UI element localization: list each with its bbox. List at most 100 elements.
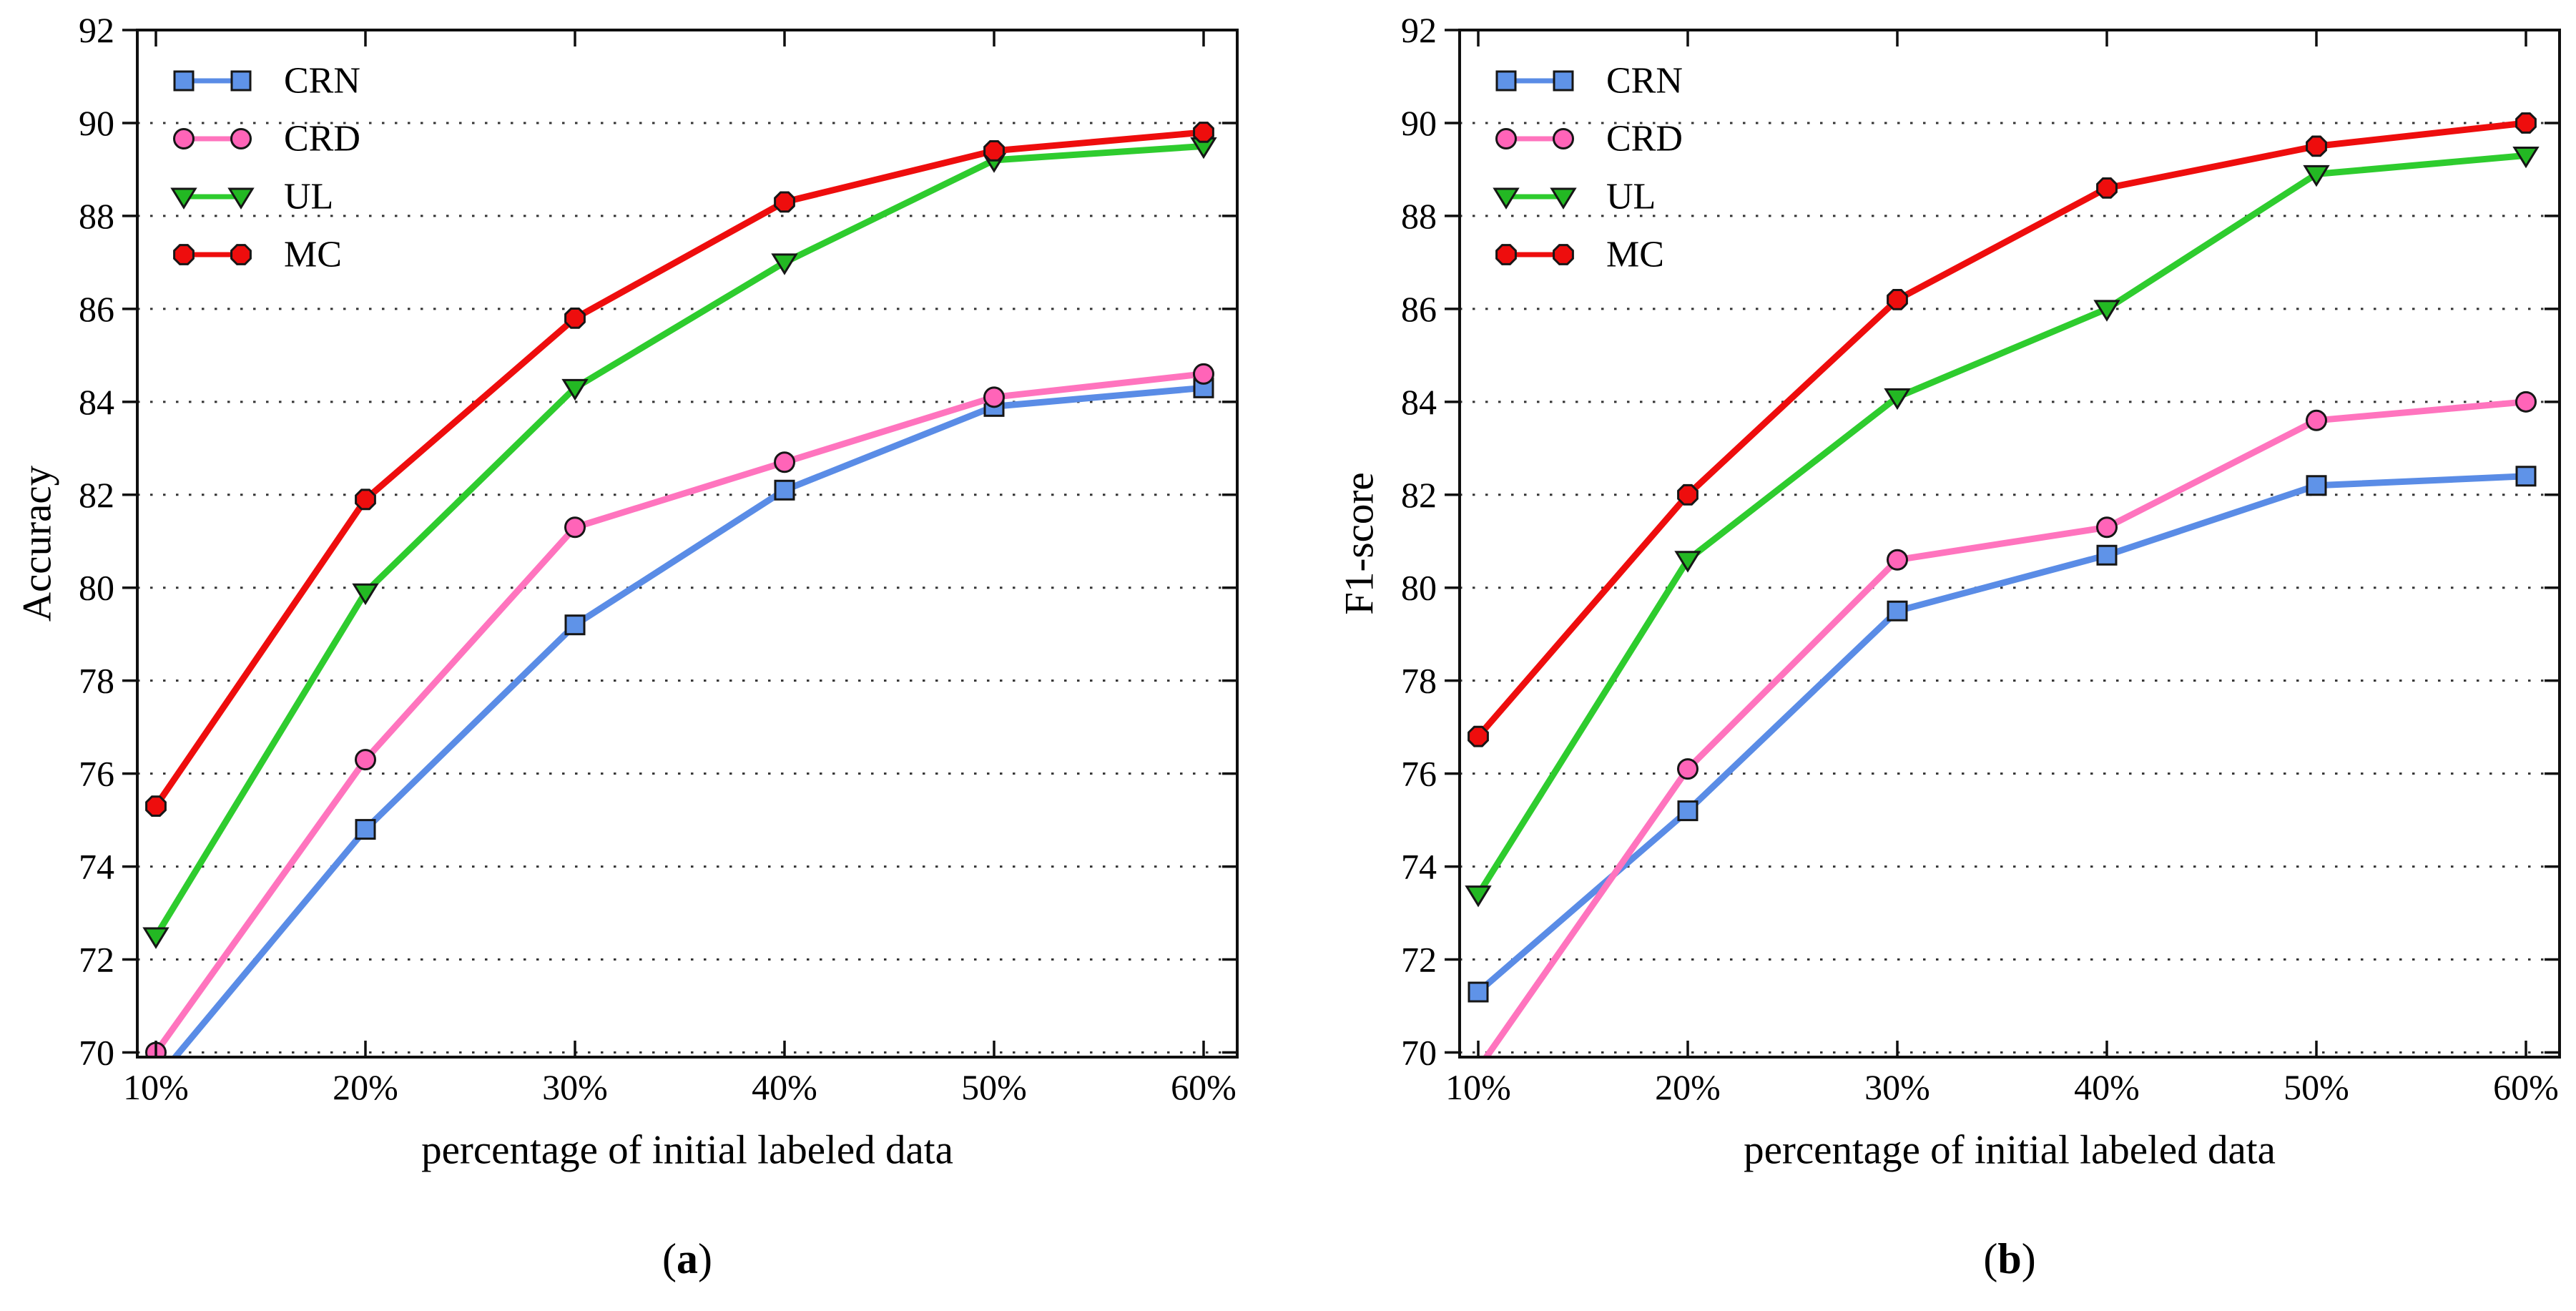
legend-marker-CRN-right	[230, 70, 252, 92]
y-tick-label-78: 78	[79, 661, 114, 701]
series-UL-line	[1475, 152, 2530, 898]
series-UL-marker-30%	[1884, 388, 1911, 411]
legend-marker-MC-right	[1553, 244, 1574, 265]
panel-b-ticks	[1445, 29, 2560, 1056]
legend-marker-MC-right	[230, 244, 252, 265]
ylabel-b: F1-score	[1337, 472, 1382, 614]
series-CRD-marker-60%	[1193, 363, 1214, 385]
x-tick-label-20%: 20%	[1655, 1067, 1721, 1107]
caption-b-close: )	[2021, 1235, 2036, 1282]
panel-a-legend: CRN CRD UL MC	[170, 61, 360, 275]
y-tick-label-84: 84	[79, 382, 114, 422]
legend-label-MC: MC	[1606, 235, 1664, 275]
y-tick-label-70: 70	[79, 1033, 114, 1073]
y-tick-label-90: 90	[1401, 103, 1437, 143]
x-tick-label-60%: 60%	[2493, 1067, 2559, 1107]
series-MC-marker-40%	[2096, 177, 2118, 199]
panel-a-series	[142, 122, 1217, 1057]
series-CRD-line	[152, 370, 1207, 1056]
series-MC-marker-40%	[774, 191, 795, 213]
series-UL-marker-40%	[771, 253, 798, 275]
x-tick-label-40%: 40%	[2074, 1067, 2140, 1107]
series-CRN-marker-20%	[355, 819, 376, 840]
series-MC-marker-60%	[2515, 112, 2537, 134]
x-tick-label-50%: 50%	[961, 1067, 1027, 1107]
legend-item-CRN: CRN	[1495, 61, 1683, 102]
series-CRD-marker-30%	[564, 516, 586, 539]
series-CRD-marker-50%	[983, 386, 1005, 408]
series-CRN-marker-40%	[2096, 544, 2118, 566]
series-MC-marker-30%	[1887, 289, 1908, 310]
y-tick-label-80: 80	[79, 568, 114, 608]
caption-b-open: (	[1983, 1235, 1998, 1282]
legend-marker-CRN-left	[1495, 70, 1517, 92]
panel-a-spines	[136, 29, 1239, 1059]
legend-marker-CRD-left	[1495, 128, 1517, 149]
series-CRN-marker-20%	[1677, 800, 1699, 822]
panel-b-spines	[1458, 29, 2561, 1059]
y-tick-label-82: 82	[1401, 475, 1437, 515]
series-CRD-marker-60%	[2515, 391, 2537, 413]
legend-label-UL: UL	[1606, 177, 1656, 217]
y-tick-label-86: 86	[1401, 289, 1437, 329]
panel-a-tick-labels: 70 72 74 76 78 80 82 84 86 88 90 92 10% 20% 30% 40% 50% 6…	[79, 10, 1237, 1107]
y-tick-label-76: 76	[1401, 754, 1437, 794]
series-CRD-marker-30%	[1887, 549, 1908, 571]
ylabel-a: Accuracy	[15, 465, 60, 622]
panel-b-series	[1465, 112, 2540, 1057]
y-tick-label-82: 82	[79, 475, 114, 515]
caption-b-letter: b	[1997, 1235, 2022, 1282]
caption-a-letter: a	[677, 1235, 698, 1282]
panel-a: 70 72 74 76 78 80 82 84 86 88 90 92 10% 20% 30% 40% 50% 6…	[15, 10, 1239, 1173]
legend-marker-UL-right	[227, 187, 255, 210]
panel-b-legend: CRN CRD UL MC	[1493, 61, 1683, 275]
legend-marker-MC-left	[173, 244, 195, 265]
legend-label-MC: MC	[284, 235, 342, 275]
y-tick-label-88: 88	[79, 196, 114, 236]
legend-marker-UL-right	[1550, 187, 1577, 210]
panel-b-tick-labels: 70 72 74 76 78 80 82 84 86 88 90 92 10% 20% 30% 40% 50% 6…	[1401, 10, 2559, 1107]
caption-panel-b: (b)	[1983, 1234, 2035, 1284]
series-MC-marker-30%	[564, 308, 586, 329]
legend-marker-CRD-left	[173, 128, 195, 149]
series-CRD-marker-40%	[774, 451, 795, 473]
y-tick-label-72: 72	[79, 940, 114, 980]
y-tick-label-80: 80	[1401, 568, 1437, 608]
legend-label-CRD: CRD	[1606, 119, 1683, 159]
series-CRN-marker-40%	[774, 479, 795, 501]
series-MC-marker-10%	[145, 795, 167, 817]
xlabel-b: percentage of initial labeled data	[1744, 1128, 2276, 1173]
legend-label-UL: UL	[284, 177, 333, 217]
series-CRN-marker-30%	[1887, 600, 1908, 622]
legend-marker-CRN-left	[173, 70, 195, 92]
legend-label-CRN: CRN	[1606, 61, 1683, 102]
series-CRD-marker-40%	[2096, 516, 2118, 539]
y-tick-label-70: 70	[1401, 1033, 1437, 1073]
panel-a-ticks	[122, 29, 1237, 1056]
legend-marker-CRD-right	[230, 128, 252, 149]
legend-item-UL: UL	[170, 177, 333, 217]
legend-marker-MC-left	[1495, 244, 1517, 265]
y-tick-label-92: 92	[79, 10, 114, 50]
xlabel-a: percentage of initial labeled data	[421, 1128, 953, 1173]
series-CRD-marker-20%	[355, 749, 376, 771]
series-MC-marker-50%	[2306, 135, 2327, 157]
series-UL-line	[152, 142, 1207, 940]
series-MC-marker-20%	[1677, 483, 1699, 506]
series-MC-line	[152, 129, 1207, 810]
series-CRD-line	[1482, 398, 2530, 1057]
legend-item-CRD: CRD	[1495, 119, 1683, 159]
series-UL-marker-10%	[142, 927, 169, 949]
series-UL-marker-20%	[352, 583, 379, 606]
legend-label-CRN: CRN	[284, 61, 360, 102]
x-tick-label-30%: 30%	[542, 1067, 608, 1107]
y-tick-label-86: 86	[79, 289, 114, 329]
y-tick-label-72: 72	[1401, 940, 1437, 980]
x-tick-label-10%: 10%	[123, 1067, 189, 1107]
series-MC-marker-20%	[355, 488, 376, 511]
legend-item-MC: MC	[173, 235, 342, 275]
caption-a-open: (	[662, 1235, 677, 1282]
y-tick-label-92: 92	[1401, 10, 1437, 50]
caption-a-close: )	[698, 1235, 712, 1282]
series-CRN-marker-30%	[564, 614, 586, 636]
